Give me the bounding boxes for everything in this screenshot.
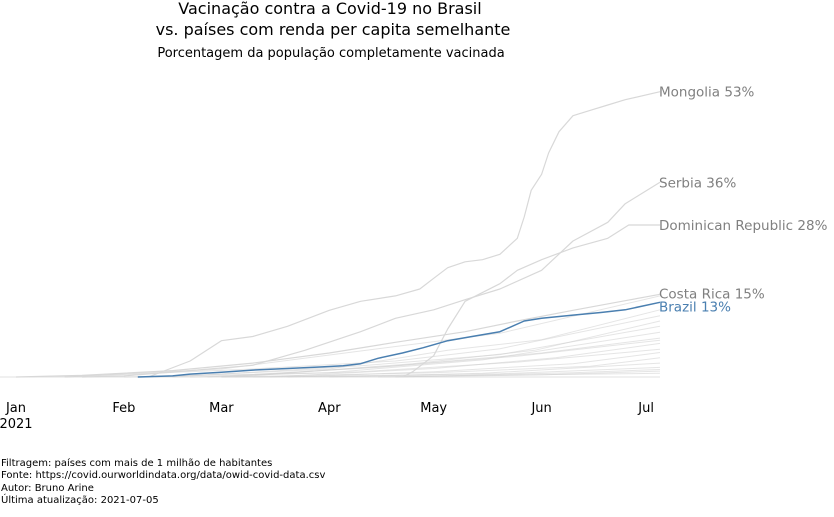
footer-author-note: Autor: Bruno Arine [1,482,94,494]
end-label-costa-rica: Costa Rica 15% [659,286,765,302]
x-tick-label-jun: Jun [530,401,551,416]
chart-title-line-2: vs. países com renda per capita semelhan… [156,20,511,39]
series-line-dominican-republic [402,224,660,378]
x-tick-label-mar: Mar [209,401,234,416]
series-line-other-8 [172,325,661,378]
series-line-other-14 [221,357,661,378]
chart-subtitle: Porcentagem da população completamente v… [157,46,504,61]
series-line-other-7 [155,309,661,378]
series-line-other-19 [395,369,661,378]
footer-notes: Filtragem: países com mais de 1 milhão d… [1,458,325,507]
footer-updated-note: Última atualização: 2021-07-05 [1,494,159,506]
series-line-other-21 [207,339,661,378]
series-end-labels: Mongolia 53% Serbia 36% Dominican Republic… [659,85,828,316]
chart-title-line-1: Vacinação contra a Covid-19 no Brasil [178,0,481,18]
x-tick-label-feb: Feb [112,401,135,416]
series-line-mongolia [148,91,661,378]
series-line-costa-rica [15,293,661,378]
series-line-other-6 [64,315,661,378]
end-label-serbia: Serbia 36% [659,175,736,191]
end-label-mongolia: Mongolia 53% [659,85,755,101]
x-tick-label-jan: Jan [5,401,26,416]
x-tick-label-apr: Apr [318,401,341,416]
plot-lines [0,91,661,378]
x-tick-label-may: May [420,401,447,416]
series-line-other-5 [64,295,661,378]
end-label-brazil: Brazil 13% [659,299,731,315]
end-label-dominican-republic: Dominican Republic 28% [659,218,828,234]
footer-source-note: Fonte: https://covid.ourworldindata.org/… [1,470,326,482]
series-line-brazil [137,301,661,378]
footer-filter-note: Filtragem: países com mais de 1 milhão d… [1,458,273,469]
series-line-other-9 [123,331,661,378]
x-tick-label-jul: Jul [637,401,654,416]
series-line-serbia [82,181,661,378]
x-tick-sublabel-year: 2021 [0,417,33,432]
